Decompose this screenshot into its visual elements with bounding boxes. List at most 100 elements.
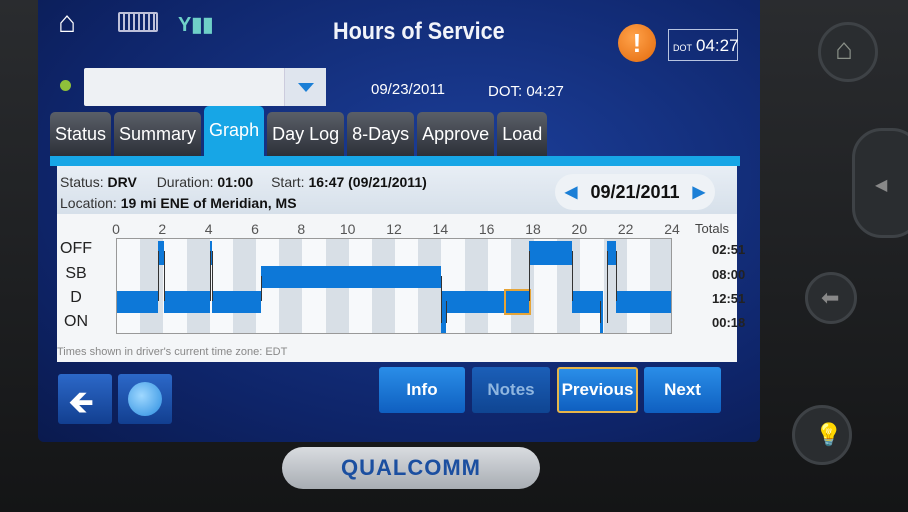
duty-segment-d[interactable] [616, 291, 671, 313]
row-label-sb: SB [65, 265, 87, 282]
duty-segment-sb[interactable] [260, 266, 442, 288]
hardware-dpad[interactable]: ◀ [852, 128, 908, 238]
transition-line [528, 251, 530, 301]
left-arrow-icon: ◀ [875, 177, 888, 194]
hour-tick-label: 2 [158, 221, 167, 237]
transition-line [157, 251, 159, 301]
duty-segment-off[interactable] [209, 241, 212, 265]
duty-segment-d[interactable] [503, 289, 531, 315]
tab-underline [50, 156, 740, 166]
tab-8-days[interactable]: 8-Days [347, 112, 415, 156]
hour-stripe [232, 239, 256, 333]
total-d: 12:51 [712, 291, 746, 306]
chevron-down-icon[interactable] [284, 68, 326, 106]
tab-summary[interactable]: Summary [114, 112, 202, 156]
duty-segment-off[interactable] [606, 241, 617, 265]
hardware-home-button[interactable]: ⌂ [818, 22, 878, 82]
next-date-icon[interactable]: ▶ [692, 184, 705, 201]
notes-button[interactable]: Notes [472, 367, 550, 413]
row-label-off: OFF [60, 240, 92, 257]
info-button[interactable]: Info [379, 367, 465, 413]
tab-day-log[interactable]: Day Log [267, 112, 345, 156]
screen: ⌂ Y▮▮ Hours of Service ! DOT 04:27 09/23/… [38, 0, 760, 442]
hour-tick-label: 10 [339, 221, 356, 237]
tab-approve[interactable]: Approve [417, 112, 495, 156]
tab-graph[interactable]: Graph [204, 106, 265, 156]
prev-date-icon[interactable]: ◀ [565, 184, 578, 201]
next-button[interactable]: Next [644, 367, 721, 413]
driver-select[interactable] [84, 68, 326, 106]
globe-button[interactable] [118, 374, 172, 424]
hour-tick-label: 16 [478, 221, 495, 237]
duty-segment-off[interactable] [528, 241, 573, 265]
duty-segment-off[interactable] [157, 241, 165, 265]
hour-tick-label: 20 [571, 221, 588, 237]
transition-line [441, 276, 443, 323]
transition-line [211, 251, 213, 301]
duty-segment-on[interactable] [600, 291, 604, 333]
total-sb: 08:00 [712, 267, 746, 282]
home-icon[interactable]: ⌂ [58, 6, 77, 39]
transition-line [616, 251, 618, 301]
duty-segment-d[interactable] [445, 291, 506, 313]
duty-segment-d[interactable] [572, 291, 601, 313]
duration-label: Duration: [156, 174, 214, 190]
qualcomm-logo: QUALCOMM [282, 447, 540, 489]
dot-status: DOT: 04:27 [488, 83, 564, 100]
hour-tick-label: 22 [617, 221, 634, 237]
alert-icon[interactable]: ! [618, 24, 656, 62]
hardware-light-button[interactable]: 💡 [792, 405, 852, 465]
tab-bar: Status Summary Graph Day Log 8-Days Approve Lo… [50, 106, 548, 156]
tab-load[interactable]: Load [497, 112, 548, 156]
hos-graph[interactable] [116, 238, 672, 334]
dot-clock-badge[interactable]: DOT 04:27 [668, 29, 739, 61]
graph-date: 09/21/2011 [590, 181, 680, 202]
back-button[interactable]: 🡸 [58, 374, 112, 424]
keyboard-icon[interactable] [118, 12, 158, 32]
back-arrow-icon: ⬅ [821, 285, 840, 310]
previous-button[interactable]: Previous [557, 367, 638, 413]
totals-header: Totals [695, 221, 729, 236]
duty-segment-d[interactable] [164, 291, 210, 313]
transition-line [606, 251, 608, 323]
status-led [60, 80, 71, 91]
event-details: Status: DRV Duration: 01:00 Start: 16:47… [57, 166, 737, 214]
status-value: DRV [107, 174, 137, 190]
total-off: 02:51 [712, 242, 746, 257]
start-value: 16:47 (09/21/2011) [308, 174, 427, 190]
transition-line [445, 301, 447, 323]
start-label: Start: [271, 174, 305, 190]
hardware-back-button[interactable]: ⬅ [805, 272, 857, 324]
duty-segment-on[interactable] [441, 291, 446, 333]
location-value: 19 mi ENE of Meridian, MS [120, 195, 297, 211]
page-title: Hours of Service [333, 18, 505, 45]
bulb-icon: 💡 [815, 422, 843, 447]
duty-segment-d[interactable] [211, 291, 261, 313]
hour-tick-label: 0 [112, 221, 120, 237]
hour-tick-label: 4 [204, 221, 213, 237]
row-label-d: D [70, 289, 82, 306]
location-label: Location: [60, 195, 117, 211]
transition-line [164, 251, 166, 301]
hour-tick-label: 18 [525, 221, 541, 237]
tab-status[interactable]: Status [50, 112, 112, 156]
hour-tick-label: 12 [386, 221, 402, 237]
globe-icon [128, 382, 162, 416]
home-icon: ⌂ [835, 33, 854, 66]
hour-stripe [464, 239, 488, 333]
back-arrow-icon: 🡸 [68, 384, 94, 420]
total-on: 00:18 [712, 315, 746, 330]
hour-tick-label: 6 [251, 221, 259, 237]
hour-tick-label: 24 [664, 221, 680, 237]
hour-tick-label: 8 [297, 221, 306, 237]
row-label-on: ON [64, 313, 88, 330]
dot-label: DOT [673, 43, 692, 53]
transition-line [600, 301, 602, 323]
duty-segment-d[interactable] [117, 291, 158, 313]
hour-stripe [649, 239, 671, 333]
hour-tick-label: 14 [432, 221, 449, 237]
date-navigator: ◀ 09/21/2011 ▶ [555, 174, 715, 210]
duration-value: 01:00 [217, 174, 254, 190]
status-label: Status: [60, 174, 104, 190]
dot-time: 04:27 [696, 36, 739, 55]
